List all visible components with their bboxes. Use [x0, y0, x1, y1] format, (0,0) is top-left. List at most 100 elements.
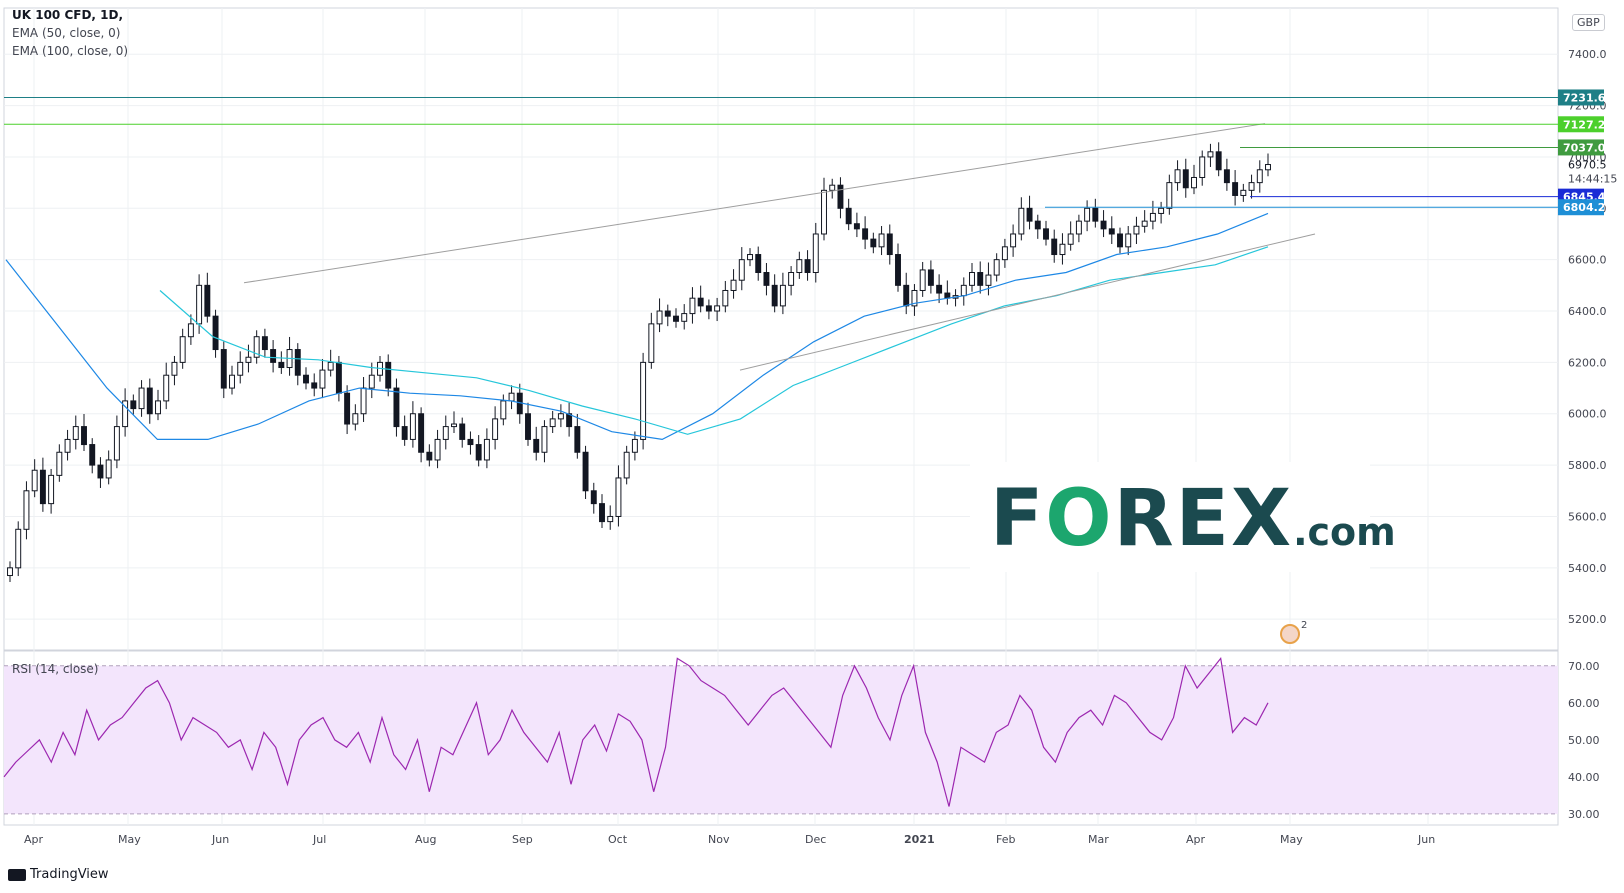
candle-body	[15, 528, 22, 569]
candle-body	[418, 413, 425, 453]
rsi-band	[4, 665, 1558, 814]
time-tick-label: Mar	[1088, 833, 1109, 846]
candle-body	[130, 400, 137, 410]
symbol-title: UK 100 CFD, 1D,	[12, 8, 124, 22]
price-label-box	[1558, 139, 1604, 156]
price-tick-label: 6200.0	[1568, 356, 1607, 369]
candle-body	[870, 238, 877, 248]
candle-body	[903, 284, 910, 307]
events-count: 2	[1301, 620, 1308, 631]
candle-body	[7, 567, 13, 577]
time-tick-label: Nov	[708, 833, 730, 846]
candle-body	[1166, 182, 1173, 209]
candle-body	[927, 269, 934, 286]
currency-badge[interactable]: GBP	[1572, 14, 1605, 31]
candle-body	[1149, 212, 1156, 222]
time-tick-label: 2021	[904, 833, 935, 846]
candle-body	[738, 259, 745, 281]
candle-body	[508, 392, 515, 402]
candle-body	[220, 349, 227, 389]
logo-dom: .com	[1293, 510, 1396, 554]
candle-body	[1256, 169, 1263, 184]
price-label-text: 7231.6	[1563, 91, 1606, 104]
time-tick-label: Dec	[805, 833, 826, 846]
logo-rex: REX	[1113, 474, 1294, 564]
candle-body	[821, 189, 827, 235]
candle-body	[1067, 233, 1074, 245]
candle-body	[319, 369, 326, 389]
candle-body	[549, 418, 556, 428]
candle-body	[360, 387, 367, 415]
rsi-tick-label: 60.00	[1568, 697, 1600, 710]
candle-body	[171, 361, 178, 376]
candle-body	[1010, 233, 1017, 248]
candle-body	[81, 426, 87, 446]
logo-o: O	[1045, 474, 1114, 564]
price-label-box	[1558, 199, 1604, 216]
candle-body	[631, 438, 638, 453]
time-tick-label: May	[118, 833, 141, 846]
candle-body	[648, 323, 655, 363]
candle-body	[344, 392, 351, 425]
candle-body	[705, 305, 712, 312]
candle-body	[1026, 207, 1033, 222]
candle-body	[1001, 246, 1008, 261]
price-tick-label: 5200.0	[1568, 613, 1607, 626]
ema50-legend: EMA (50, close, 0)	[12, 26, 121, 40]
time-tick-label: May	[1280, 833, 1303, 846]
candle-body	[1174, 169, 1181, 184]
candle-body	[977, 272, 984, 286]
price-tick-label: 5400.0	[1568, 562, 1607, 575]
candle-body	[1182, 169, 1189, 189]
candle-body	[1092, 207, 1099, 222]
time-tick-label: Jun	[1417, 833, 1435, 846]
candle-body	[311, 382, 318, 389]
candle-body	[187, 323, 194, 338]
candle-body	[862, 228, 869, 240]
candle-body	[113, 426, 120, 461]
candle-body	[960, 284, 967, 297]
candle-body	[796, 259, 803, 274]
candle-body	[163, 374, 170, 402]
candle-body	[895, 254, 901, 286]
candle-body	[31, 469, 38, 492]
candle-body	[122, 400, 129, 428]
candle-body	[656, 310, 663, 325]
candle-body	[689, 297, 696, 315]
candle-body	[1158, 207, 1165, 214]
time-tick-label: Jun	[211, 833, 229, 846]
candle-body	[303, 374, 309, 384]
candle-body	[64, 438, 71, 453]
time-tick-label: Sep	[512, 833, 533, 846]
candle-body	[788, 272, 795, 286]
candle-body	[911, 289, 918, 307]
candle-body	[829, 184, 836, 191]
candle-body	[72, 426, 79, 440]
candle-body	[1207, 151, 1214, 158]
candle-body	[1141, 220, 1148, 227]
price-label-text: 6804.2	[1563, 201, 1605, 214]
forex-logo-text: FOREX.com	[990, 474, 1396, 564]
price-label-box	[1558, 89, 1604, 106]
ema100-line	[159, 246, 1269, 435]
candle-body	[681, 313, 688, 322]
tradingview-brand[interactable]: TradingView	[8, 867, 109, 882]
candle-body	[804, 259, 811, 274]
candle-body	[755, 254, 762, 274]
candle-body	[393, 387, 400, 428]
candle-body	[459, 423, 466, 440]
price-tick-label: 7400.0	[1568, 48, 1607, 61]
candle-body	[335, 361, 342, 394]
candle-body	[936, 284, 943, 294]
uk-flag-events-icon[interactable]	[1280, 624, 1300, 644]
time-tick-label: Feb	[996, 833, 1015, 846]
candle-body	[204, 284, 211, 317]
candle-body	[327, 361, 334, 371]
candle-body	[245, 356, 252, 363]
candle-body	[39, 469, 46, 505]
candle-body	[294, 349, 301, 376]
candle-body	[1240, 189, 1247, 196]
candle-body	[261, 336, 268, 351]
candle-body	[451, 423, 457, 428]
